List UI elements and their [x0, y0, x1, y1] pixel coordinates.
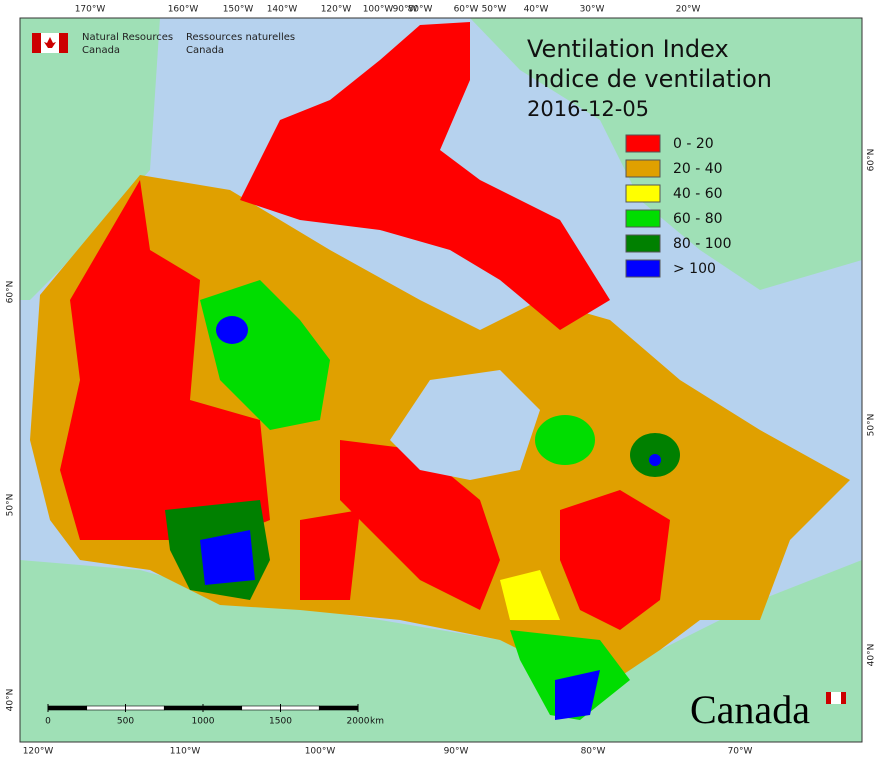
legend-label: 60 - 80	[673, 211, 723, 227]
wordmark-flag-white	[831, 692, 841, 704]
legend-swatch	[625, 209, 661, 228]
top-label: 80°W	[408, 5, 433, 15]
zone-high	[216, 316, 248, 344]
alaska	[20, 18, 160, 300]
top-label: 170°W	[75, 5, 106, 15]
zone-south-ontario	[510, 630, 630, 720]
left-label: 50°N	[6, 494, 16, 517]
basemap	[20, 18, 862, 742]
scale-seg	[202, 705, 243, 711]
frame	[19, 17, 863, 743]
legend-swatch	[625, 134, 661, 153]
scale-label: 1500	[269, 717, 292, 727]
top-label: 140°W	[267, 5, 298, 15]
scale-seg	[125, 705, 165, 711]
zone-west	[60, 180, 270, 540]
top-label: 50°W	[482, 5, 507, 15]
zone-ontario-yellow	[500, 570, 560, 620]
top-label: 90°W	[393, 5, 418, 15]
org-fr: Ressources naturelles	[186, 32, 295, 43]
wordmark-bg	[660, 688, 850, 736]
right-label: 50°N	[867, 414, 877, 437]
legend-swatch	[625, 159, 661, 178]
legend-swatch	[625, 259, 661, 278]
bottom-label: 120°W	[23, 747, 54, 757]
scale-label: 500	[117, 717, 134, 727]
left-label: 60°N	[6, 281, 16, 304]
scale-seg	[280, 705, 320, 711]
right-label: 40°N	[867, 644, 877, 667]
title-line: 2016-12-05	[527, 97, 649, 121]
scale-seg	[47, 705, 88, 711]
top-label: 100°W	[363, 5, 394, 15]
legend-swatch	[625, 234, 661, 253]
org-fr: Canada	[186, 45, 224, 56]
flag-bar	[32, 33, 41, 53]
greenland	[470, 18, 862, 290]
title-line: Indice de ventilation	[527, 65, 772, 93]
scale-label: 2000	[347, 717, 370, 727]
scale-seg	[318, 705, 359, 711]
bottom-label: 80°W	[581, 747, 606, 757]
top-label: 20°W	[676, 5, 701, 15]
top-label: 160°W	[168, 5, 199, 15]
top-label: 30°W	[580, 5, 605, 15]
wordmark: Canada	[690, 687, 810, 732]
zone-qc-a	[535, 415, 595, 465]
logo	[32, 33, 68, 53]
bottom-label: 100°W	[305, 747, 336, 757]
scale-seg	[241, 705, 281, 711]
bottom-label: 70°W	[728, 747, 753, 757]
flag-bar	[59, 33, 68, 53]
zone-so-high	[555, 670, 600, 720]
bottom-label: 110°W	[170, 747, 201, 757]
hudson-bay	[390, 370, 540, 480]
org-en: Natural Resources	[82, 32, 173, 43]
zone-prairie	[300, 510, 360, 600]
top-label: 40°W	[524, 5, 549, 15]
bottom-label: 90°W	[444, 747, 469, 757]
zone-ontario	[340, 440, 500, 610]
right-label: 60°N	[867, 149, 877, 172]
scale-bg	[44, 700, 366, 726]
scale-label: 0	[45, 717, 51, 727]
legend-label: 20 - 40	[673, 161, 723, 177]
legend-label: 40 - 60	[673, 186, 723, 202]
legend-label: > 100	[673, 261, 716, 277]
scale-seg	[86, 705, 126, 711]
title-line: Ventilation Index	[527, 35, 729, 63]
zone-qc-c	[649, 454, 661, 466]
org-en: Canada	[82, 45, 120, 56]
maple-leaf	[44, 37, 56, 48]
top-label: 120°W	[321, 5, 352, 15]
legend-label: 0 - 20	[673, 136, 714, 152]
zone-alberta-high	[200, 530, 255, 585]
arctic-islands	[240, 22, 610, 330]
top-label: 60°W	[454, 5, 479, 15]
scale-unit: km	[370, 717, 384, 727]
scale-seg	[163, 705, 204, 711]
top-label: 150°W	[223, 5, 254, 15]
legend-label: 80 - 100	[673, 236, 732, 252]
overlay: Natural Resources Ressources naturelles Ca…	[6, 5, 877, 757]
left-label: 40°N	[6, 689, 16, 712]
zone-quebec	[560, 490, 670, 630]
legend-swatch	[625, 184, 661, 203]
scale-label: 1000	[192, 717, 215, 727]
